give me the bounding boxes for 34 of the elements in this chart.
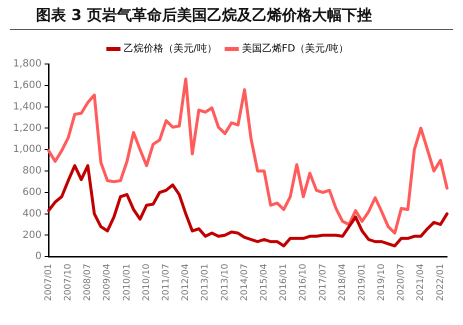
x-tick-label: 2012/04 <box>181 263 192 301</box>
x-tick-label: 2013/10 <box>220 263 230 301</box>
y-tick-label: 1,400 <box>12 101 42 112</box>
y-tick-label: 1,000 <box>12 144 42 156</box>
x-tick-label: 2008/07 <box>83 264 94 301</box>
y-tick-label: 400 <box>22 208 42 220</box>
legend-label: 乙烷价格（美元/吨） <box>123 42 217 55</box>
y-tick-label: 600 <box>22 187 42 198</box>
x-tick-label: 2007/10 <box>64 263 74 301</box>
legend-label: 美国乙烯FD（美元/吨） <box>242 42 349 55</box>
x-tick-label: 2021/04 <box>416 263 426 301</box>
x-tick-label: 2014/07 <box>240 264 250 301</box>
x-tick-label: 2011/07 <box>162 264 172 301</box>
y-tick-label: 0 <box>35 251 42 262</box>
x-tick-label: 2009/04 <box>102 263 113 301</box>
x-tick-label: 2019/01 <box>357 264 368 301</box>
x-tick-label: 2017/07 <box>318 264 328 301</box>
x-tick-label: 2010/10 <box>142 263 152 301</box>
x-tick-label: 2007/01 <box>44 264 54 301</box>
x-tick-label: 2013/01 <box>200 264 211 301</box>
y-tick-label: 1,600 <box>12 80 42 91</box>
x-tick-label: 2015/04 <box>259 263 270 301</box>
y-tick-label: 1,200 <box>12 122 42 134</box>
y-tick-label: 1,800 <box>12 58 42 70</box>
x-tick-label: 2022/01 <box>436 264 446 301</box>
y-tick-label: 800 <box>22 166 42 177</box>
x-tick-label: 2016/01 <box>279 264 290 301</box>
chart-title: 图表 3 页岩气革命后美国乙烷及乙烯价格大幅下挫 <box>10 0 453 30</box>
x-tick-label: 2010/01 <box>122 264 132 301</box>
x-tick-label: 2016/10 <box>298 263 309 301</box>
y-tick-label: 200 <box>22 230 42 241</box>
x-tick-label: 2018/04 <box>338 263 348 301</box>
x-tick-label: 2020/07 <box>396 264 407 301</box>
x-tick-label: 2019/10 <box>377 263 388 301</box>
